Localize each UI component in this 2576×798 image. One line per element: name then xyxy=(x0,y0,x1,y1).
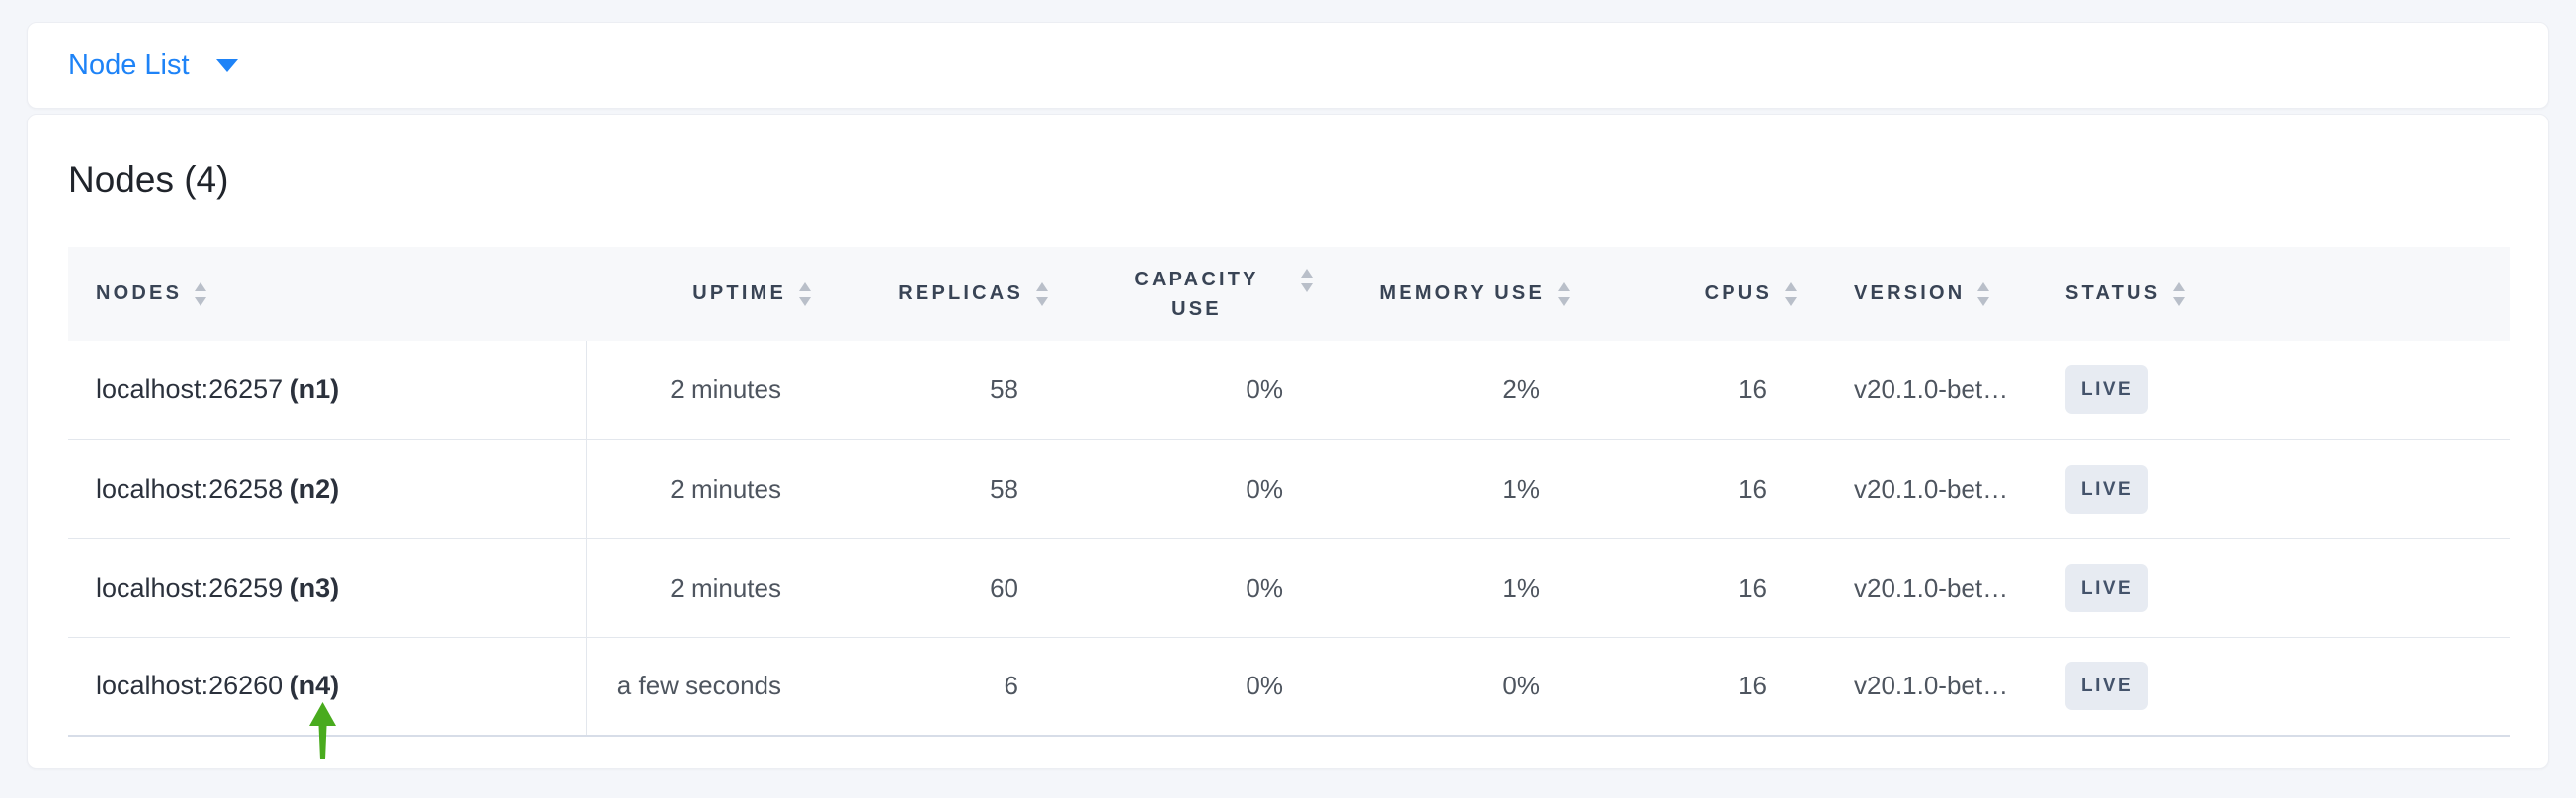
node-id: (n1) xyxy=(289,374,340,405)
column-header-capacity[interactable]: CAPACITY USE xyxy=(1060,247,1325,341)
column-header-uptime[interactable]: UPTIME xyxy=(586,247,823,341)
sort-icon xyxy=(1036,281,1048,306)
column-label-cpus: CPUS xyxy=(1704,282,1772,304)
cell-version: v20.1.0-bet… xyxy=(1809,341,2036,440)
cell-replicas: 60 xyxy=(823,538,1060,638)
column-label-replicas: REPLICAS xyxy=(898,282,1023,304)
cell-uptime: 2 minutes xyxy=(586,538,823,638)
column-label-nodes: NODES xyxy=(96,282,183,304)
column-label-memory: MEMORY USE xyxy=(1379,282,1545,304)
chevron-down-icon xyxy=(215,58,238,72)
column-header-version[interactable]: VERSION xyxy=(1809,247,2036,341)
cell-node-address: localhost:26260 (n4) xyxy=(68,637,587,737)
sort-icon xyxy=(1785,281,1797,306)
node-id: (n2) xyxy=(289,473,340,504)
column-label-version: VERSION xyxy=(1854,282,1966,304)
nodes-panel: Nodes (4) NODES UPTIME REPLICAS CAPACITY US… xyxy=(27,114,2549,769)
cell-uptime: a few seconds xyxy=(586,637,823,737)
cell-node-address: localhost:26259 (n3) xyxy=(68,538,587,638)
view-dropdown[interactable]: Node List xyxy=(68,49,238,82)
sort-icon xyxy=(195,281,207,306)
cell-memory-use: 0% xyxy=(1325,637,1581,737)
node-address-link[interactable]: localhost:26257 xyxy=(96,374,290,405)
cell-capacity-use: 0% xyxy=(1060,637,1325,737)
cell-status: LIVE xyxy=(2036,538,2510,638)
view-selector-bar: Node List xyxy=(27,22,2549,109)
column-label-capacity: CAPACITY USE xyxy=(1134,268,1259,320)
cell-node-address: localhost:26257 (n1) xyxy=(68,341,587,440)
nodes-table: NODES UPTIME REPLICAS CAPACITY USE MEMORY US… xyxy=(68,247,2510,737)
table-row: localhost:26260 (n4) a few seconds 6 0% 0% 16… xyxy=(68,637,2510,737)
column-header-status[interactable]: STATUS xyxy=(2036,247,2510,341)
cell-cpus: 16 xyxy=(1581,439,1809,539)
view-dropdown-label: Node List xyxy=(68,48,190,81)
sort-icon xyxy=(1977,281,1990,306)
table-header: NODES UPTIME REPLICAS CAPACITY USE MEMORY US… xyxy=(68,247,2510,341)
cell-capacity-use: 0% xyxy=(1060,439,1325,539)
cell-capacity-use: 0% xyxy=(1060,341,1325,440)
cell-version: v20.1.0-bet… xyxy=(1809,439,2036,539)
column-header-cpus[interactable]: CPUS xyxy=(1581,247,1809,341)
node-address-link[interactable]: localhost:26258 xyxy=(96,473,290,504)
status-badge: LIVE xyxy=(2065,662,2149,711)
column-header-replicas[interactable]: REPLICAS xyxy=(823,247,1060,341)
cell-status: LIVE xyxy=(2036,439,2510,539)
sort-icon xyxy=(1301,268,1313,292)
cell-status: LIVE xyxy=(2036,637,2510,737)
table-row: localhost:26258 (n2) 2 minutes 58 0% 1% 16 v20… xyxy=(68,439,2510,539)
cell-replicas: 58 xyxy=(823,341,1060,440)
node-id: (n3) xyxy=(289,572,340,602)
cell-memory-use: 2% xyxy=(1325,341,1581,440)
cell-version: v20.1.0-bet… xyxy=(1809,538,2036,638)
cell-uptime: 2 minutes xyxy=(586,439,823,539)
status-badge: LIVE xyxy=(2065,365,2149,415)
column-label-status: STATUS xyxy=(2065,282,2161,304)
node-address-link[interactable]: localhost:26259 xyxy=(96,572,290,602)
table-header-row: NODES UPTIME REPLICAS CAPACITY USE MEMORY US… xyxy=(68,247,2510,341)
cell-cpus: 16 xyxy=(1581,538,1809,638)
cell-capacity-use: 0% xyxy=(1060,538,1325,638)
cell-cpus: 16 xyxy=(1581,637,1809,737)
cell-uptime: 2 minutes xyxy=(586,341,823,440)
sort-icon xyxy=(2173,281,2186,306)
sort-icon xyxy=(1558,281,1570,306)
column-label-uptime: UPTIME xyxy=(692,282,786,304)
status-badge: LIVE xyxy=(2065,464,2149,514)
cell-memory-use: 1% xyxy=(1325,538,1581,638)
cell-version: v20.1.0-bet… xyxy=(1809,637,2036,737)
page-title: Nodes (4) xyxy=(68,159,229,200)
cell-cpus: 16 xyxy=(1581,341,1809,440)
node-id: (n4) xyxy=(289,671,340,701)
cell-replicas: 6 xyxy=(823,637,1060,737)
sort-icon xyxy=(799,281,811,306)
column-header-memory[interactable]: MEMORY USE xyxy=(1325,247,1581,341)
cell-node-address: localhost:26258 (n2) xyxy=(68,439,587,539)
column-header-nodes[interactable]: NODES xyxy=(68,247,586,341)
table-row: localhost:26257 (n1) 2 minutes 58 0% 2% 16 v20… xyxy=(68,341,2510,440)
cell-status: LIVE xyxy=(2036,341,2510,440)
node-address-link[interactable]: localhost:26260 xyxy=(96,671,290,701)
status-badge: LIVE xyxy=(2065,563,2149,612)
table-row: localhost:26259 (n3) 2 minutes 60 0% 1% 16 v20… xyxy=(68,538,2510,638)
node-table-body: localhost:26257 (n1) 2 minutes 58 0% 2% 16 v20… xyxy=(68,341,2510,737)
cell-memory-use: 1% xyxy=(1325,439,1581,539)
cell-replicas: 58 xyxy=(823,439,1060,539)
